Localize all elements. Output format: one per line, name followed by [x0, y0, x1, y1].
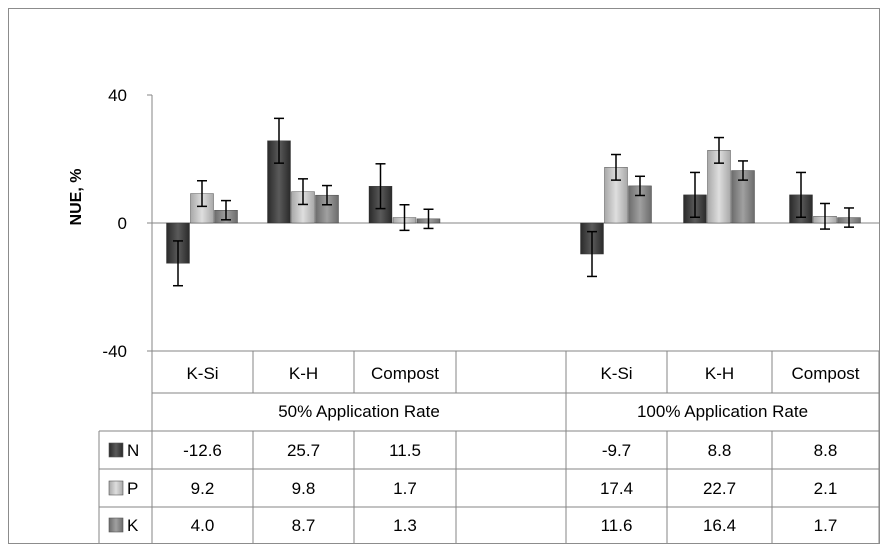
data-label: 1.3 [393, 516, 417, 535]
data-label: 9.8 [292, 479, 316, 498]
legend-label: K [127, 516, 139, 535]
category-label: K-H [289, 364, 318, 383]
data-label: 11.5 [389, 441, 421, 460]
y-tick-label: 40 [108, 86, 127, 105]
category-label: K-Si [186, 364, 218, 383]
data-label: -12.6 [183, 441, 222, 460]
legend-key-k [108, 517, 124, 533]
data-label: 17.4 [600, 479, 633, 498]
data-label: 8.8 [814, 441, 838, 460]
data-label: 8.7 [292, 516, 316, 535]
legend-label: N [127, 441, 139, 460]
data-label: 8.8 [708, 441, 732, 460]
data-label: 1.7 [814, 516, 838, 535]
data-label: 11.6 [601, 516, 633, 535]
y-axis-label: NUE, % [68, 169, 85, 226]
group-label: 50% Application Rate [278, 402, 440, 421]
legend-label: P [127, 479, 138, 498]
data-label: -9.7 [602, 441, 631, 460]
y-tick-label: -40 [102, 342, 127, 361]
data-label: 16.4 [703, 516, 736, 535]
category-label: K-H [705, 364, 734, 383]
legend-key-p [108, 480, 124, 496]
chart-frame: -40 0 40 K-Si K-H Compost K-Si K-H Compost 50% A… [8, 8, 880, 544]
data-label: 25.7 [287, 441, 320, 460]
data-label: 2.1 [814, 479, 838, 498]
data-label: 9.2 [191, 479, 215, 498]
category-label: Compost [371, 364, 439, 383]
data-label: 1.7 [393, 479, 417, 498]
category-label: Compost [791, 364, 859, 383]
y-tick-label: 0 [118, 214, 127, 233]
category-label: K-Si [600, 364, 632, 383]
legend-key-n [108, 442, 124, 458]
data-label: 4.0 [191, 516, 215, 535]
group-label: 100% Application Rate [637, 402, 808, 421]
data-label: 22.7 [703, 479, 736, 498]
nue-bar-chart: -40 0 40 K-Si K-H Compost K-Si K-H Compost 50% A… [68, 86, 879, 543]
